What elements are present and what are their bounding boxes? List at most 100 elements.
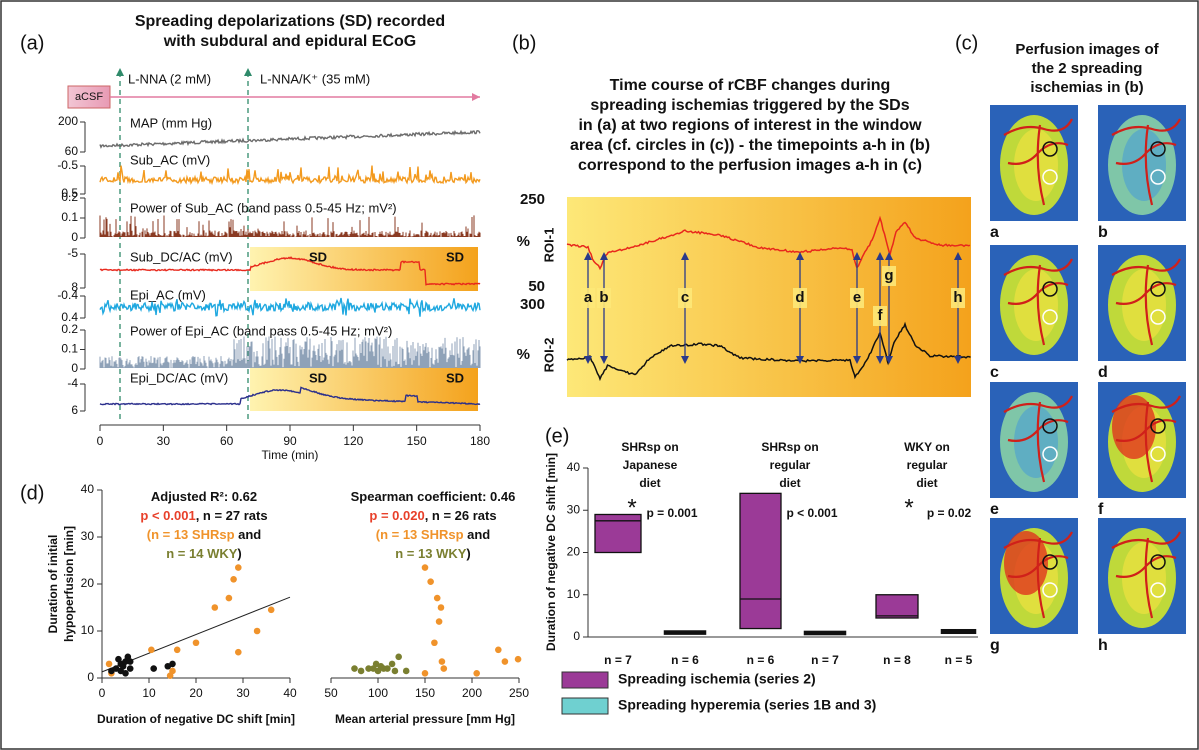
image-label: b (1098, 224, 1108, 241)
perfusion-image (990, 245, 1078, 361)
y-tick-label: 20 (81, 576, 95, 590)
x-tick-label: 50 (324, 686, 338, 700)
trace-tick-label: -0.4 (57, 288, 78, 302)
tissue-core (1014, 129, 1058, 201)
annotation-segment: n = 14 WKY (166, 546, 237, 561)
annotation-line: p = 0.020, n = 26 rats (369, 508, 496, 523)
data-point (226, 595, 233, 602)
n-label: n = 8 (883, 653, 911, 667)
y-tick-label: 50 (528, 278, 545, 295)
tissue-core (1122, 542, 1166, 614)
marker-label: h (953, 289, 962, 306)
data-point (502, 658, 509, 665)
image-label: h (1098, 637, 1108, 654)
data-point (150, 665, 157, 672)
n-label: n = 6 (747, 653, 775, 667)
annotation-segment: , n = 27 rats (196, 508, 268, 523)
significance-mark: * (904, 494, 913, 521)
x-tick-label: 40 (283, 686, 297, 700)
data-point (427, 578, 434, 585)
data-point (473, 670, 480, 677)
y-tick-label: 250 (520, 191, 545, 208)
data-point (351, 665, 358, 672)
panel-title: with subdural and epidural ECoG (163, 33, 416, 50)
annotation-segment: , n = 26 rats (425, 508, 497, 523)
trace-tick-label: -5 (67, 246, 78, 260)
panel-title: ischemias in (b) (1030, 79, 1143, 96)
data-point (395, 654, 402, 661)
data-point (434, 595, 441, 602)
group-label: Japanese (623, 458, 678, 472)
unit-label: % (517, 233, 530, 250)
x-tick-label: 90 (283, 434, 297, 448)
annotation-segment: ) (237, 546, 241, 561)
tissue-core (1122, 129, 1166, 201)
annotation-segment: and (235, 527, 262, 542)
marker-label: a (584, 289, 593, 306)
trace-label: Sub_DC/AC (mV) (130, 249, 233, 264)
image-label: e (990, 501, 999, 518)
panel-label: (e) (545, 425, 569, 447)
perfusion-image (990, 382, 1078, 498)
tissue-core (1122, 269, 1166, 341)
panel-title: Time course of rCBF changes during (610, 77, 891, 94)
sd-label: SD (309, 249, 327, 264)
legend-label: Spreading hyperemia (series 1B and 3) (618, 697, 876, 713)
annotation-segment: ) (466, 546, 470, 561)
trace-tick-label: -4 (67, 376, 78, 390)
panel-label: (c) (955, 32, 978, 54)
x-tick-label: 30 (236, 686, 250, 700)
panel-label: (a) (20, 32, 44, 54)
marker-label: g (884, 267, 893, 284)
panel-title: Perfusion images of (1015, 41, 1159, 58)
perfusion-image (1098, 245, 1186, 361)
trace-tick-label: 0 (71, 230, 78, 244)
data-point (422, 564, 429, 571)
data-point (169, 668, 176, 675)
annotation-line: n = 13 WKY) (395, 546, 471, 561)
y-tick-label: 40 (567, 460, 581, 474)
x-tick-label: 200 (462, 686, 482, 700)
annotation-segment: and (464, 527, 491, 542)
data-point (212, 604, 219, 611)
annotation-segment: p < 0.001 (140, 508, 195, 523)
group-label: SHRsp on (621, 440, 678, 454)
trace-label: Epi_AC (mV) (130, 287, 206, 302)
drug-label: L-NNA (2 mM) (128, 71, 211, 86)
panel-title: in (a) at two regions of interest in the… (578, 117, 922, 134)
y-tick-label: 10 (567, 587, 581, 601)
annotation-segment: p = 0.020 (369, 508, 424, 523)
annotation-line: p < 0.001, n = 27 rats (140, 508, 267, 523)
data-point (439, 658, 446, 665)
drug-label: L-NNA/K⁺ (35 mM) (260, 71, 370, 86)
p-value: p = 0.02 (927, 506, 972, 520)
x-tick-label: 150 (415, 686, 435, 700)
p-value: p = 0.001 (646, 506, 697, 520)
x-axis-label: Duration of negative DC shift [min] (97, 712, 295, 726)
perfusion-image (1098, 105, 1186, 221)
annotation-line: (n = 13 SHRsp and (147, 527, 262, 542)
panel-label: (b) (512, 32, 536, 54)
plot-bg (567, 197, 971, 397)
tissue-core (1014, 406, 1058, 478)
data-point (127, 665, 134, 672)
n-label: n = 5 (945, 653, 973, 667)
x-tick-label: 20 (189, 686, 203, 700)
x-tick-label: 100 (368, 686, 388, 700)
data-point (106, 661, 113, 668)
x-tick-label: 30 (157, 434, 171, 448)
data-point (174, 647, 181, 654)
panel-title: area (cf. circles in (c)) - the timepoin… (570, 137, 930, 154)
trace-tick-label: 0 (71, 361, 78, 375)
box (876, 595, 918, 618)
box (740, 493, 781, 628)
trace-tick-label: 0.1 (61, 342, 78, 356)
trace-tick-label: 6 (71, 403, 78, 417)
y-axis-label: Duration of negative DC shift [min] (544, 453, 558, 651)
data-point (193, 639, 200, 646)
x-tick-label: 250 (509, 686, 529, 700)
trace-tick-label: 0.2 (61, 190, 78, 204)
data-point (392, 668, 399, 675)
x-tick-label: 180 (470, 434, 490, 448)
perfusion-image (1098, 518, 1186, 634)
